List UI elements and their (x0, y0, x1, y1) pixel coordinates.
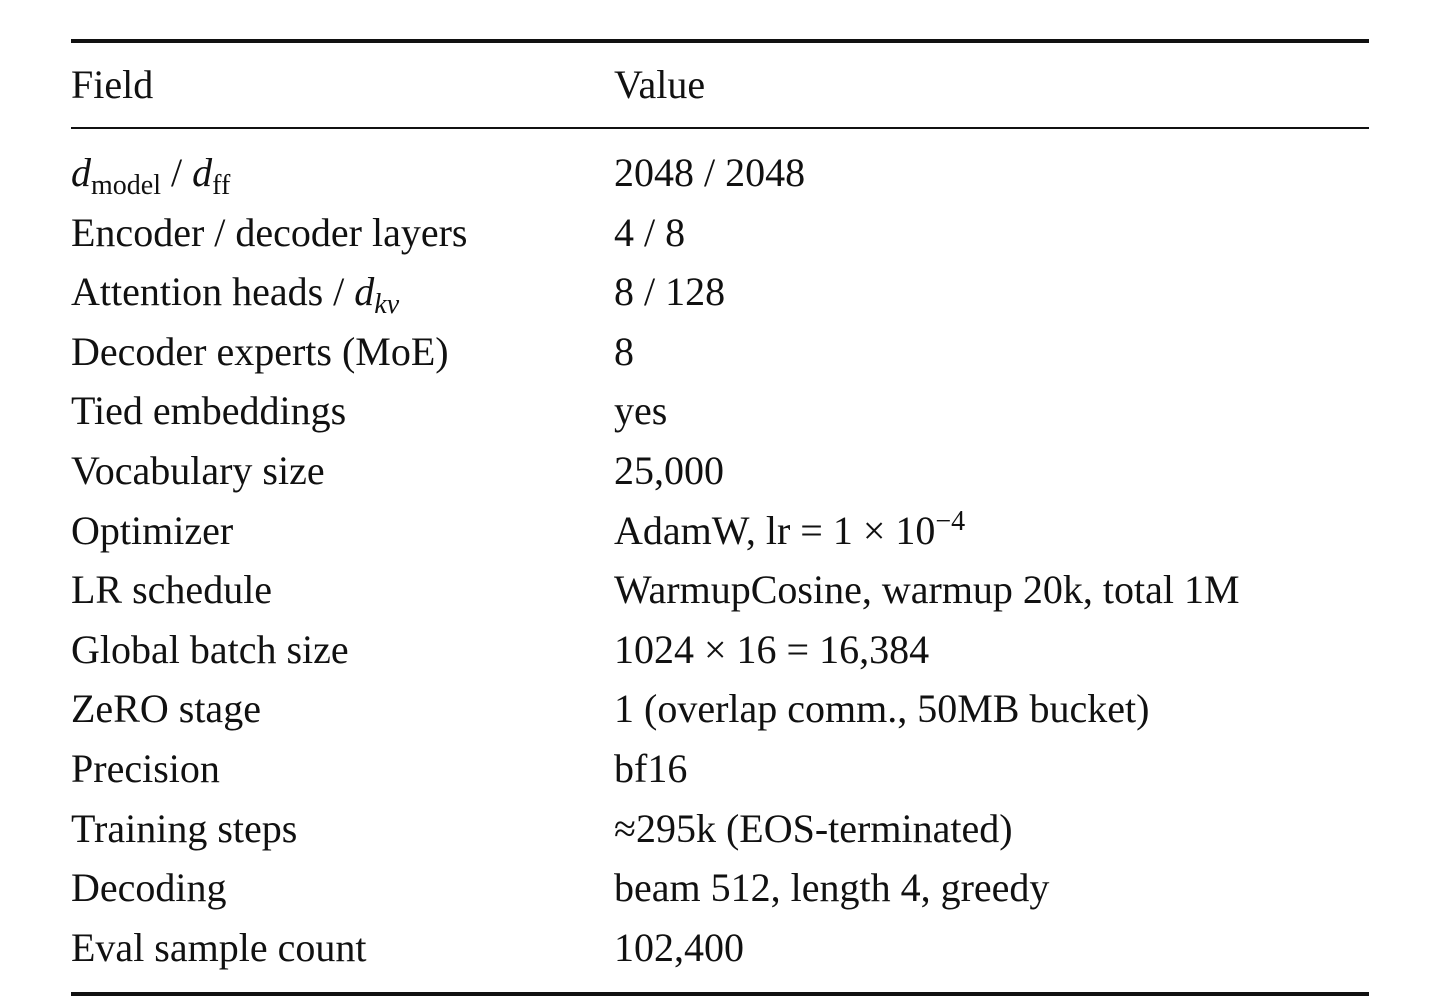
table-cell: WarmupCosine, warmup 20k, total 1M (614, 567, 1240, 613)
table-cell: Attention heads / dkv (71, 262, 399, 322)
table-row: Optimizer AdamW, lr = 1 × 10−4 (0, 501, 1452, 561)
table-row: Decoder experts (MoE) 8 (0, 322, 1452, 382)
table-cell: 25,000 (614, 448, 724, 493)
table-cell: 1024 × 16 = 16,384 (614, 626, 930, 672)
cell-text: d (354, 269, 375, 315)
table-cell: yes (614, 388, 668, 434)
table-cell: ZeRO stage (71, 686, 261, 732)
table-cell: Global batch size (71, 626, 349, 672)
table-cell: 2048 / 2048 (614, 150, 806, 195)
cell-text: Attention heads / (71, 269, 355, 315)
table-cell: bf16 (614, 746, 688, 791)
table-row: Training steps ≈295k (EOS-terminated) (0, 799, 1452, 859)
cell-text: ff (212, 170, 231, 201)
table-row: LR schedule WarmupCosine, warmup 20k, tot… (0, 560, 1452, 620)
bottom-rule (71, 992, 1369, 996)
table-cell: Decoder experts (MoE) (71, 328, 449, 374)
table-cell: 4 / 8 (614, 209, 686, 255)
table-row: Vocabulary size 25,000 (0, 441, 1452, 501)
table-cell: 8 (614, 328, 634, 374)
header-cell: Field (71, 62, 154, 107)
table-row: dmodel / dff 2048 / 2048 (0, 143, 1452, 203)
table-cell: Tied embeddings (71, 388, 347, 434)
table-row: Decoding beam 512, length 4, greedy (0, 858, 1452, 918)
table-cell: ≈295k (EOS-terminated) (614, 805, 1013, 851)
table-cell: 102,400 (614, 924, 744, 970)
table-cell: 1 (overlap comm., 50MB bucket) (614, 686, 1150, 732)
table-cell: AdamW, lr = 1 × 10−4 (614, 501, 965, 561)
table-row: Encoder / decoder layers 4 / 8 (0, 203, 1452, 263)
table-row: Global batch size 1024 × 16 = 16,384 (0, 620, 1452, 680)
cell-text: d (71, 150, 91, 195)
table-cell: Vocabulary size (71, 448, 325, 493)
cell-text: kv (374, 289, 400, 321)
top-rule (71, 39, 1369, 43)
header-row: Field Value (0, 55, 1452, 115)
table-cell: Precision (71, 746, 220, 791)
table-cell: LR schedule (71, 567, 273, 613)
cell-text: d (192, 150, 213, 195)
table-row: Precision bf16 (0, 739, 1452, 799)
table-cell: beam 512, length 4, greedy (614, 865, 1050, 911)
table-cell: Optimizer (71, 507, 234, 553)
table-row: Tied embeddings yes (0, 381, 1452, 441)
cell-text: AdamW, lr = 1 × 10 (614, 507, 936, 553)
header-cell: Value (614, 62, 706, 107)
cell-text: model (91, 170, 161, 201)
table-row: Attention heads / dkv 8 / 128 (0, 262, 1452, 322)
table-cell: Decoding (71, 865, 227, 911)
table-row: ZeRO stage 1 (overlap comm., 50MB bucket) (0, 679, 1452, 739)
header-rule (71, 127, 1369, 129)
table-cell: 8 / 128 (614, 269, 726, 315)
cell-text: −4 (935, 505, 966, 537)
cell-text: / (161, 150, 193, 195)
table-cell: dmodel / dff (71, 143, 230, 203)
table-row: Eval sample count 102,400 (0, 918, 1452, 978)
table-cell: Encoder / decoder layers (71, 209, 468, 255)
table-cell: Eval sample count (71, 924, 367, 970)
table-cell: Training steps (71, 805, 298, 851)
